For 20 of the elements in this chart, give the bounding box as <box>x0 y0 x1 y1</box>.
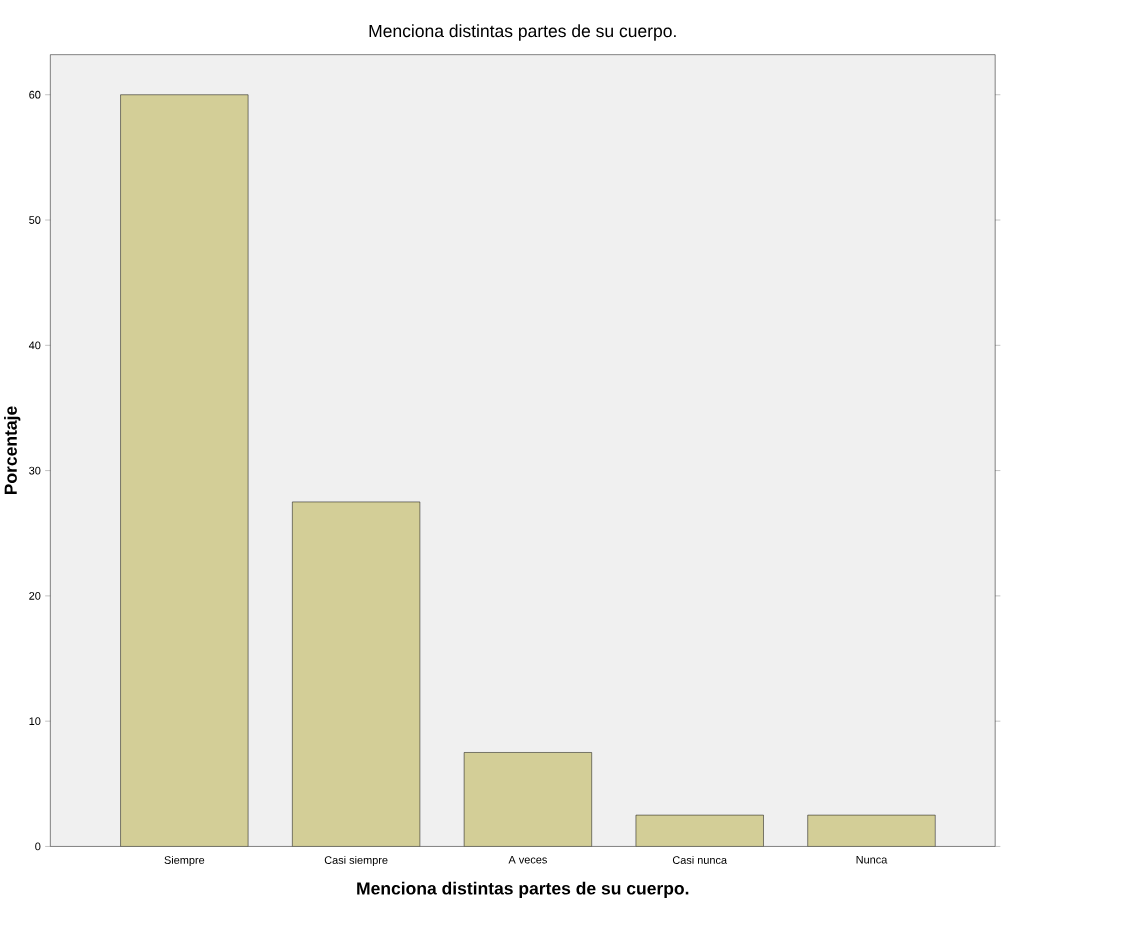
x-tick-label: Casi siempre <box>324 855 388 867</box>
y-tick-label: 10 <box>29 717 41 726</box>
bar <box>292 501 420 847</box>
x-tick-label: Casi nunca <box>672 855 728 864</box>
y-tick-label: 40 <box>28 341 41 350</box>
y-tick-label: 50 <box>29 216 41 224</box>
chart-title: Menciona distintas partes de su cuerpo. <box>369 24 676 41</box>
bar <box>635 814 764 847</box>
x-tick-label: Nunca <box>856 855 888 864</box>
y-tick-label: 30 <box>29 466 41 475</box>
x-tick-label: Siempre <box>164 855 205 867</box>
x-axis-title: Menciona distintas partes de su cuerpo. <box>357 881 689 899</box>
y-tick-label: 20 <box>29 592 41 600</box>
bar <box>807 814 936 847</box>
y-tick-label: 60 <box>29 90 41 99</box>
bar <box>120 94 249 847</box>
x-tick-label: A veces <box>508 855 547 864</box>
y-tick-label: 0 <box>35 842 41 851</box>
bar <box>463 752 592 847</box>
y-axis-title: Porcentaje <box>4 406 21 495</box>
